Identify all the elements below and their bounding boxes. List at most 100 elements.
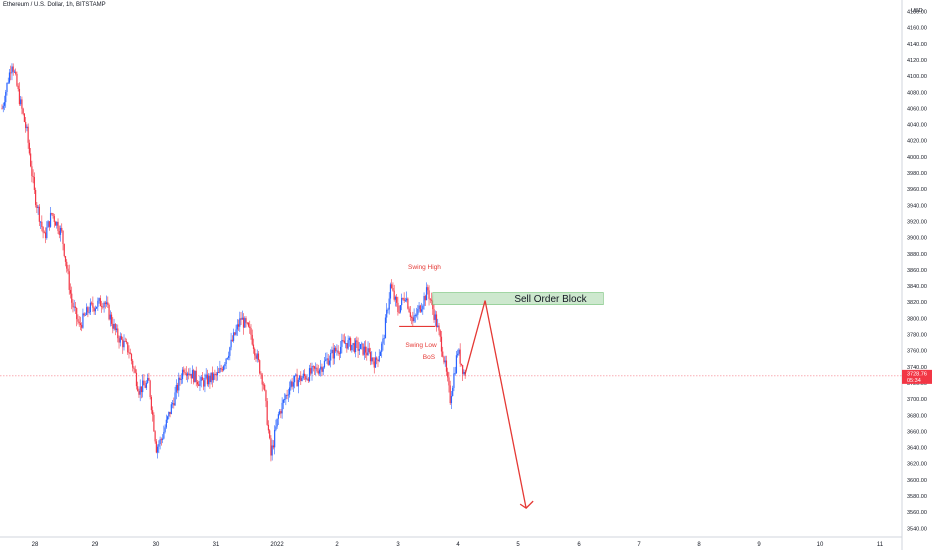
candle-body [20,99,22,105]
currency-label: USD [911,8,923,14]
candle-body [346,343,348,349]
candle-body [270,438,272,456]
candle-body [175,385,177,393]
candle-body [302,373,304,378]
candle-body [81,324,83,328]
candle-body [117,328,119,339]
candle-body [316,367,318,372]
candle-body [22,108,24,114]
candle-body [303,373,306,377]
candle-body [362,343,364,355]
candle-body [330,352,332,361]
candle-body [223,366,225,371]
candle-body [44,232,47,239]
candle-body [366,352,368,356]
candle-body [138,390,140,395]
candle-body [301,377,303,382]
candle-body [440,336,443,352]
candle-body [261,374,263,385]
candle-body [30,153,32,167]
candle-body [244,318,246,328]
candle-body [447,371,449,378]
candle-body [190,373,192,379]
candle-body [204,377,206,387]
candle-body [150,397,152,411]
candle-body [230,339,232,348]
candle-body [394,296,397,300]
candle-body [162,438,164,440]
candle-body [206,374,209,385]
x-tick-label: 6 [577,542,581,548]
candle-body [145,382,148,388]
candle-body [127,342,129,353]
candle-body [335,347,337,352]
candle-body [221,369,223,371]
candle-body [209,375,211,383]
candle-body [388,298,390,310]
candle-body [57,221,59,232]
candle-body [297,379,299,387]
candle-body [393,290,395,300]
candle-body [18,88,21,105]
candle-body [10,72,12,74]
candle-body [56,221,58,226]
candle-body [94,308,96,312]
candle-body [249,326,251,329]
sell-order-block-zone [432,292,604,305]
x-tick-label: 11 [877,542,884,548]
candle-body [336,350,338,352]
candle-body [391,284,393,289]
candles-group [1,63,466,462]
price-tag-background [902,369,932,384]
candle-body [417,309,419,315]
candle-body [37,206,39,208]
y-tick-label: 3740.00 [907,365,927,371]
candle-body [427,287,429,291]
candle-body [260,373,262,375]
candle-body [369,352,372,362]
candle-body [42,227,44,233]
candle-body [184,372,186,374]
candle-body [439,330,441,337]
candle-body [246,322,248,324]
candle-body [275,426,277,430]
candle-body [97,300,99,307]
x-tick-label: 2 [335,542,339,548]
candle-body [376,357,378,360]
y-tick-label: 3660.00 [907,429,927,435]
candle-body [3,102,6,106]
candle-body [108,304,110,320]
candle-body [219,368,221,373]
candle-body [155,441,157,453]
candle-body [432,300,434,310]
candle-body [69,289,72,294]
candle-body [205,374,207,378]
candle-body [48,221,50,227]
candle-body [350,338,352,351]
candle-body [186,373,189,376]
candle-body [12,66,14,72]
y-tick-label: 3980.00 [907,171,927,177]
candle-body [373,361,375,368]
candle-body [229,347,231,356]
candle-body [392,288,394,291]
candle-body [434,314,436,320]
candle-body [43,232,45,234]
candle-body [139,386,141,395]
candle-body [33,177,35,190]
candle-body [444,360,446,363]
candle-body [285,395,287,400]
candle-body [21,99,23,109]
candle-body [387,309,389,311]
sell-order-block-label: Sell Order Block [514,294,587,305]
candle-body [457,353,459,356]
candle-body [51,213,53,214]
candle-body [88,312,90,313]
candle-body [5,91,7,103]
candle-body [318,369,321,374]
candle-body [437,325,439,327]
x-tick-label: 3 [396,542,400,548]
candle-body [58,231,60,235]
y-tick-label: 4100.00 [907,74,927,80]
